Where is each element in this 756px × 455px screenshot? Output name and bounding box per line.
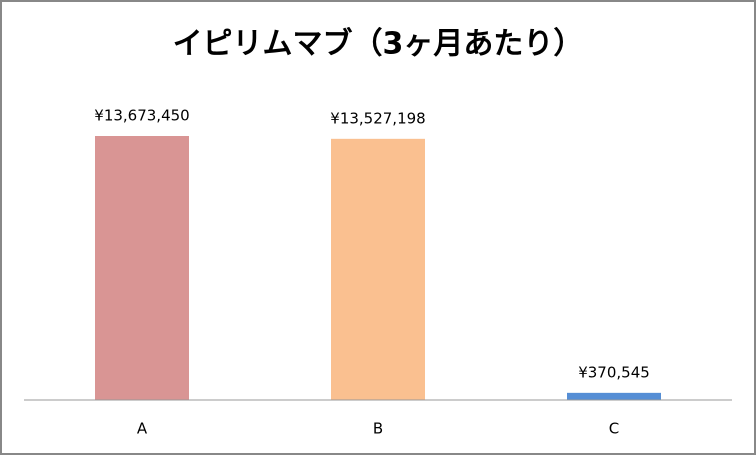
value-label: ¥13,527,198: [330, 109, 425, 127]
x-tick-label: B: [373, 420, 383, 438]
chart-title: イピリムマブ（3ヶ月あたり）: [173, 27, 584, 62]
bar: [331, 138, 425, 400]
x-tick-label: A: [137, 420, 148, 438]
x-tick-label: C: [609, 420, 619, 438]
value-label: ¥370,545: [578, 363, 650, 381]
value-label: ¥13,673,450: [94, 107, 189, 125]
bar: [567, 392, 661, 400]
bar: [95, 136, 189, 400]
